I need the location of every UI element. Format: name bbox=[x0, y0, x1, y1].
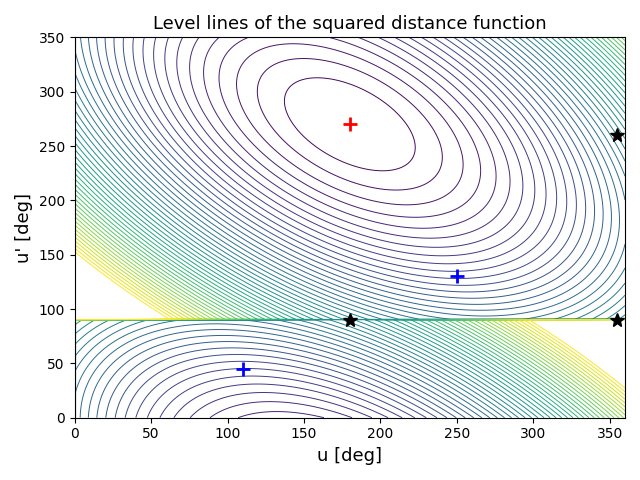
Y-axis label: u' [deg]: u' [deg] bbox=[15, 192, 33, 263]
Title: Level lines of the squared distance function: Level lines of the squared distance func… bbox=[153, 15, 547, 33]
X-axis label: u [deg]: u [deg] bbox=[317, 447, 382, 465]
